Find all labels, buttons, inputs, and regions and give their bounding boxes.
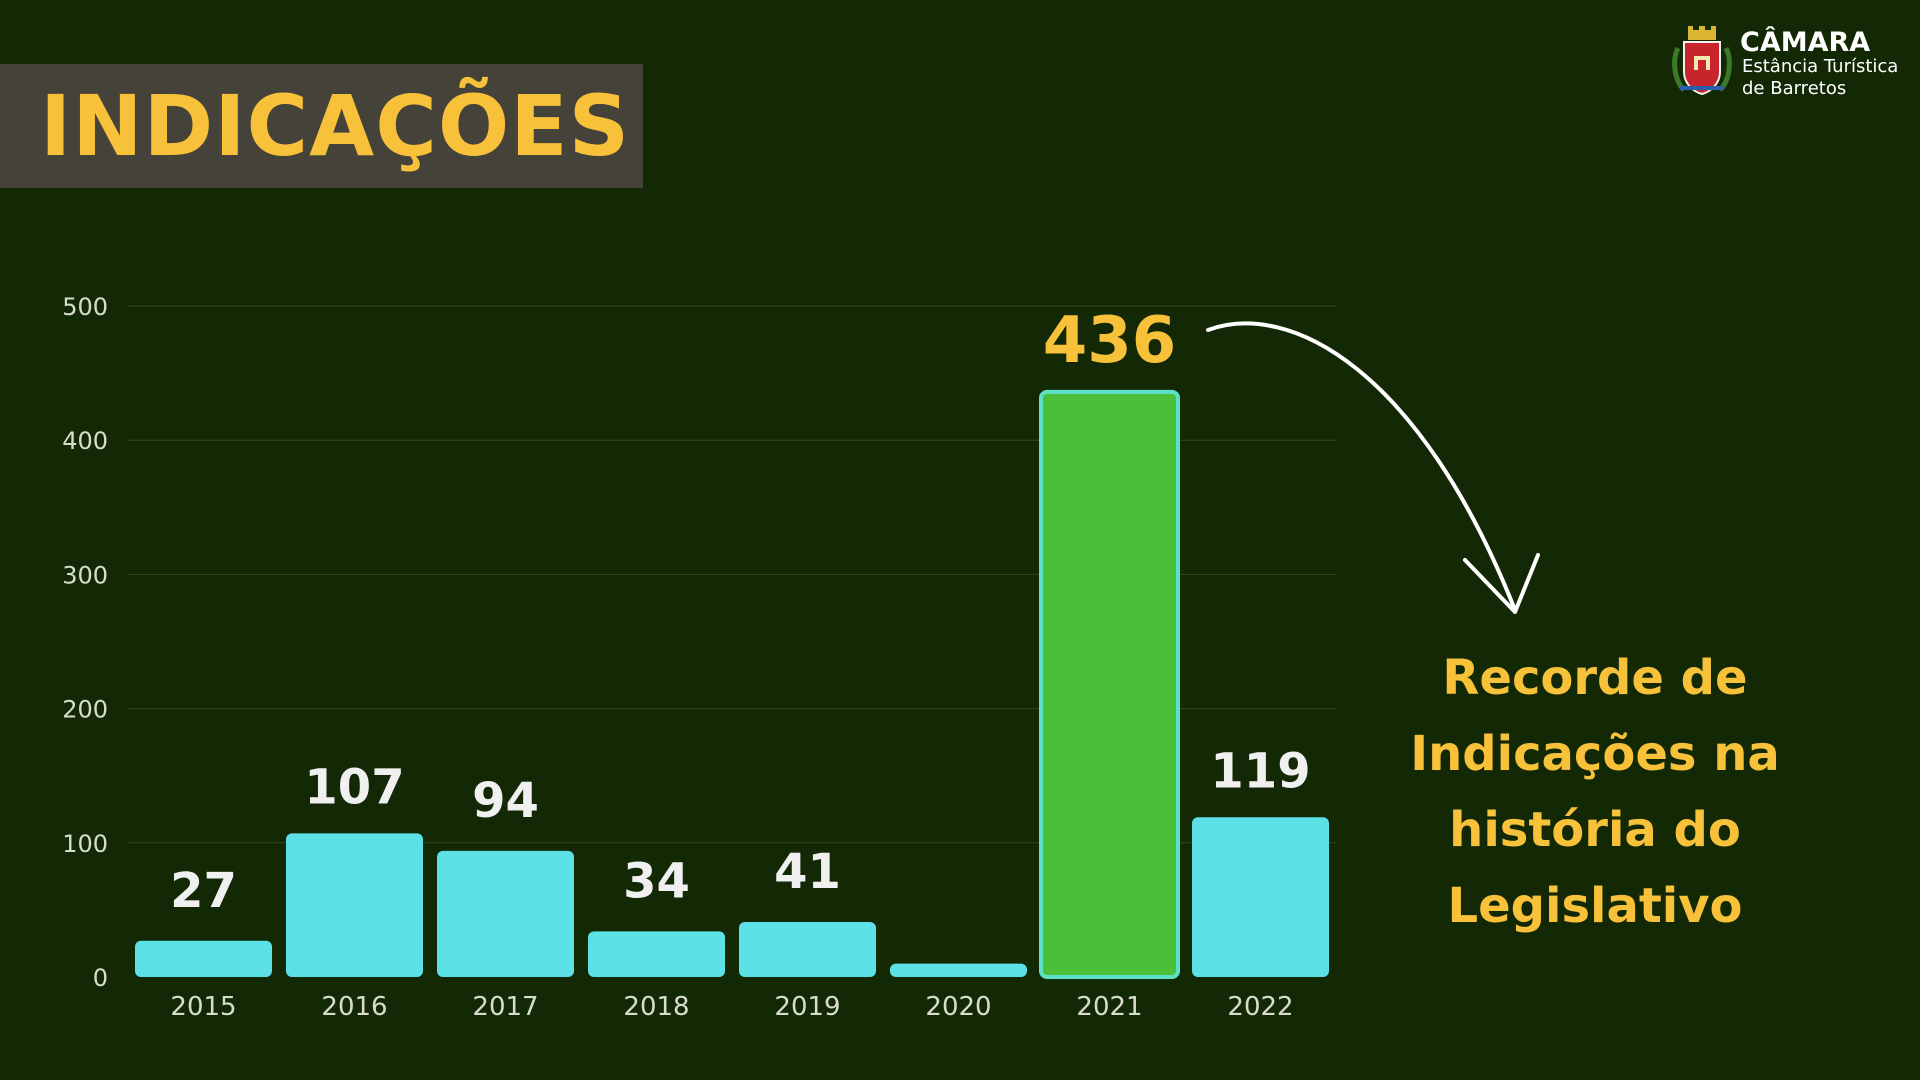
- title-banner: INDICAÇÕES: [0, 64, 643, 188]
- logo-subtitle-line-2: de Barretos: [1742, 78, 1847, 99]
- x-tick-label-2021: 2021: [1076, 992, 1142, 1022]
- y-tick-label: 300: [62, 561, 108, 589]
- callout-line-4: Legislativo: [1447, 878, 1743, 934]
- logo-title: CÂMARA: [1740, 27, 1871, 58]
- x-axis-ticks: 2015 2016 2017 2018 2019 2020 2021 2022: [170, 992, 1293, 1022]
- y-tick-label: 200: [62, 696, 108, 724]
- x-tick-label-2017: 2017: [472, 992, 538, 1022]
- y-tick-label: 400: [62, 427, 108, 455]
- page-title: INDICAÇÕES: [40, 77, 631, 175]
- bar-2022: [1192, 817, 1329, 977]
- bar-2018: [588, 931, 725, 977]
- bar-2017: [437, 850, 574, 977]
- x-tick-label-2016: 2016: [321, 992, 387, 1022]
- curved-arrow-icon: [1206, 321, 1540, 614]
- x-tick-label-2018: 2018: [623, 992, 689, 1022]
- callout-line-1: Recorde de: [1442, 650, 1748, 706]
- data-label-2017: 94: [472, 773, 539, 829]
- bar-2021: [1039, 389, 1180, 979]
- record-callout: Recorde de Indicações na história do Leg…: [1370, 640, 1820, 944]
- data-label-2021: 436: [1043, 304, 1177, 378]
- bar-2020: [890, 963, 1027, 977]
- x-tick-label-2019: 2019: [774, 992, 840, 1022]
- bar-2016: [286, 833, 423, 977]
- y-tick-label: 100: [62, 830, 108, 858]
- municipal-crest-icon: [1672, 26, 1732, 96]
- data-label-2015: 27: [170, 863, 237, 919]
- callout-line-3: história do: [1449, 802, 1741, 858]
- x-tick-label-2020: 2020: [925, 992, 991, 1022]
- y-axis-ticks: 0 100 200 300 400 500: [62, 293, 108, 992]
- callout-line-2: Indicações na: [1410, 726, 1780, 782]
- data-labels: 27 107 94 34 41 436 119: [170, 304, 1311, 919]
- bar-2019: [739, 921, 876, 977]
- data-label-2016: 107: [304, 759, 404, 815]
- bars: [135, 389, 1329, 979]
- logo-subtitle-line-1: Estância Turística: [1742, 56, 1899, 77]
- y-tick-label: 0: [93, 964, 108, 992]
- data-label-2019: 41: [774, 844, 841, 900]
- bar-2015: [135, 940, 272, 977]
- x-tick-label-2015: 2015: [170, 992, 236, 1022]
- y-tick-label: 500: [62, 293, 108, 321]
- data-label-2018: 34: [623, 853, 690, 909]
- camara-logo: CÂMARA Estância Turística de Barretos: [1670, 26, 1920, 106]
- data-label-2022: 119: [1210, 743, 1310, 799]
- logo-subtitle: Estância Turística de Barretos: [1742, 56, 1898, 100]
- x-tick-label-2022: 2022: [1227, 992, 1293, 1022]
